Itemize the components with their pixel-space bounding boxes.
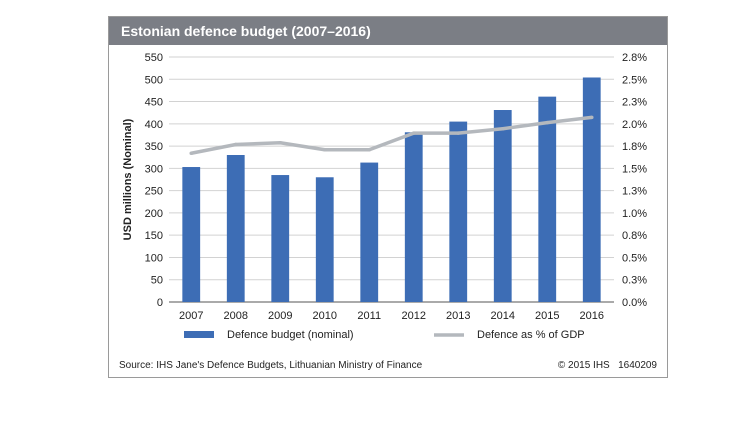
x-tick-label: 2010 [313,310,337,322]
gdp-share-point [411,131,416,135]
gdp-share-line [190,115,592,155]
y2-tick-label: 2.5% [622,74,647,86]
x-tick-label: 2009 [268,310,292,322]
y-tick-label: 0 [157,297,163,309]
x-tick-label: 2016 [580,310,604,322]
y-tick-label: 250 [145,186,163,198]
bar [360,162,379,302]
x-tick-label: 2013 [446,310,470,322]
axis-layer: 0 50 100 150 200 250 300 350 400 450 500 550 0.0% 0.3… [122,52,647,322]
y2-tick-label: 0.8% [622,230,647,242]
x-tick-label: 2007 [179,310,203,322]
bar [182,167,201,302]
y-tick-label: 150 [145,230,163,242]
y2-tick-label: 1.3% [622,186,647,198]
y-tick-label: 550 [145,52,163,64]
x-tick-label: 2008 [224,310,248,322]
y2-tick-label: 2.8% [622,52,647,64]
y2-tick-label: 2.3% [622,97,647,109]
legend-label-budget: Defence budget (nominal) [227,329,354,341]
chart-title: Estonian defence budget (2007–2016) [121,23,371,39]
x-tick-label: 2012 [402,310,426,322]
gdp-share-point [500,126,505,131]
y-axis-label: USD millions (Nominal) [122,118,134,240]
bar [315,177,334,302]
chart-canvas: 0 50 100 150 200 250 300 350 400 450 500 550 0.0% 0.3… [122,52,647,341]
legend-swatch-bar [184,331,214,338]
chart-figure: Estonian defence budget (2007–2016) 0 50 1… [108,16,668,378]
y2-tick-label: 0.5% [622,252,647,264]
bar [582,77,601,302]
title-bar: Estonian defence budget (2007–2016) [109,17,667,45]
bar [404,132,423,302]
x-tick-label: 2015 [535,310,559,322]
y-tick-label: 400 [145,119,163,131]
gdp-share-point [545,120,550,125]
bar [271,175,290,302]
bar [493,110,512,302]
gdp-share-point [456,131,461,135]
bar [449,121,468,302]
bar [226,155,245,302]
y2-tick-label: 2.0% [622,119,647,131]
legend-layer: Defence budget (nominal) Defence as % of … [184,329,585,341]
gdp-share-point [278,140,283,145]
y-tick-label: 50 [151,275,163,287]
gdp-share-point [589,115,594,120]
y-tick-label: 300 [145,163,163,175]
gdp-share-point [367,147,372,152]
line-layer [189,115,594,156]
x-tick-label: 2011 [357,310,381,322]
y-tick-label: 200 [145,208,163,220]
gdp-share-point [322,147,327,152]
gdp-share-point [233,142,238,147]
source-note: Source: IHS Jane's Defence Budgets, Lith… [119,360,423,371]
gdp-share-point [189,151,194,156]
bar-layer [182,77,601,303]
y2-tick-label: 1.0% [622,208,647,220]
legend-label-gdp: Defence as % of GDP [477,329,585,341]
y-tick-label: 450 [145,97,163,109]
y2-tick-label: 1.5% [622,163,647,175]
y2-tick-label: 1.8% [622,141,647,153]
x-tick-label: 2014 [491,310,515,322]
y-tick-label: 350 [145,141,163,153]
y-tick-label: 100 [145,252,163,264]
copyright-note: © 2015 IHS 1640209 [557,360,657,371]
bar [538,96,557,303]
y2-tick-label: 0.3% [622,275,647,287]
y2-tick-label: 0.0% [622,297,647,309]
y-tick-label: 500 [145,74,163,86]
